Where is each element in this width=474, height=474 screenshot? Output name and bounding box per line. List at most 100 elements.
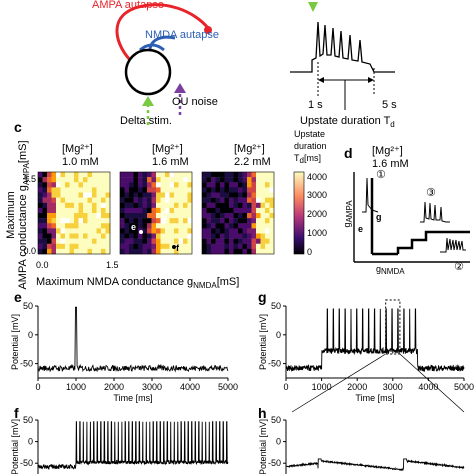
- heatmap-cell: [87, 182, 93, 188]
- heatmap-cell: [129, 223, 134, 229]
- heatmap-cell: [220, 177, 225, 183]
- heatmap-cell: [120, 228, 125, 234]
- heatmap-cell: [165, 192, 170, 198]
- heatmap-cell: [215, 182, 221, 188]
- heatmap-cell: [38, 238, 43, 244]
- heatmap-cell: [47, 197, 52, 203]
- heatmap-cell: [129, 177, 134, 183]
- heatmap-cell: [160, 213, 166, 219]
- trace-x-tick-label: 1000: [66, 382, 86, 392]
- heatmap-cell: [165, 182, 170, 188]
- heatmap-cell: [256, 172, 261, 178]
- zoom-line-left: [291, 353, 386, 413]
- membrane-potential-trace: [37, 421, 229, 470]
- heatmap-cell: [247, 207, 252, 214]
- heatmap-cell: [74, 177, 79, 183]
- heatmap-cell: [169, 233, 175, 239]
- heatmap-cell: [69, 177, 75, 183]
- heatmap-cell: [138, 213, 143, 219]
- heatmap-cell: [92, 233, 97, 239]
- heatmap-cell: [138, 207, 143, 214]
- heatmap-cell: [147, 223, 152, 229]
- heatmap-cell: [133, 187, 139, 193]
- heatmap-cell: [206, 238, 212, 244]
- heatmap-cell: [206, 213, 212, 219]
- ytick-top: 1.5: [23, 174, 36, 184]
- heatmap-cell: [233, 187, 239, 193]
- heatmap-cell: [178, 213, 184, 219]
- heatmap-cell: [69, 228, 75, 234]
- heatmap-cell: [47, 213, 52, 219]
- heatmap-cell: [269, 172, 275, 178]
- heatmap-cell: [260, 213, 266, 219]
- heatmap-cell: [138, 172, 143, 178]
- heatmap-cell: [96, 228, 102, 234]
- trace-x-tick-label: 4000: [418, 382, 438, 392]
- heatmap-cell: [242, 177, 248, 183]
- heatmap-cell: [129, 233, 134, 239]
- trace-x-tick-label: 3000: [383, 382, 403, 392]
- heatmap-cell: [256, 248, 261, 255]
- heatmap-cell: [251, 207, 257, 214]
- heatmap-cell: [229, 182, 234, 188]
- heatmap-cell: [202, 187, 207, 193]
- heatmap-cell: [238, 202, 243, 209]
- heatmap-cell: [206, 192, 212, 198]
- heatmap-cell: [229, 202, 234, 209]
- heatmap-cell: [47, 182, 52, 188]
- heatmap-cell: [69, 202, 75, 209]
- heatmap-cell: [147, 218, 152, 224]
- heatmap-cell: [233, 197, 239, 203]
- heatmap-cell: [160, 202, 166, 209]
- heatmap-cell: [211, 207, 216, 214]
- heatmap-cell: [187, 202, 193, 209]
- heatmap-cell: [96, 248, 102, 255]
- heatmap-cell: [147, 238, 152, 244]
- heatmap-cell: [265, 182, 270, 188]
- heatmap-cell: [183, 177, 188, 183]
- heatmap-cell: [78, 202, 84, 209]
- heatmap-cell: [92, 207, 97, 214]
- heatmap-cell: [129, 243, 134, 250]
- heatmap-cell: [69, 182, 75, 188]
- heatmap-cell: [174, 243, 179, 250]
- heatmap-cell: [183, 223, 188, 229]
- heatmap-cell: [96, 238, 102, 244]
- heatmap-cell: [124, 213, 130, 219]
- heatmap-cell: [251, 192, 257, 198]
- d-label-g: g: [376, 212, 382, 222]
- heatmap-cell: [220, 207, 225, 214]
- heatmap-cell: [147, 197, 152, 203]
- heatmap-cell: [256, 177, 261, 183]
- heatmap-cell: [69, 213, 75, 219]
- heatmap-cell: [260, 233, 266, 239]
- conc-label-2: [Mg²⁺]: [152, 143, 183, 155]
- heatmap-cell: [165, 223, 170, 229]
- heatmap-cell: [147, 213, 152, 219]
- heatmap-cell: [224, 223, 230, 229]
- heatmap-cell: [133, 182, 139, 188]
- marker-f-dot: [172, 245, 176, 249]
- heatmap-cell: [147, 182, 152, 188]
- heatmap-cell: [233, 207, 239, 214]
- heatmap-cell: [133, 243, 139, 250]
- heatmap-cell: [69, 192, 75, 198]
- heatmap-cell: [224, 207, 230, 214]
- heatmap-cell: [156, 177, 161, 183]
- heatmap-cell: [269, 192, 275, 198]
- heatmap-cell: [169, 213, 175, 219]
- heatmap-cell: [269, 243, 275, 250]
- heatmap-cell: [178, 248, 184, 255]
- panel-a-schematic: AMPA autapse NMDA autapse OU noise Delta…: [92, 0, 219, 127]
- ou-noise-label: OU noise: [172, 96, 218, 108]
- heatmap-cell: [165, 197, 170, 203]
- heatmap-cell: [138, 233, 143, 239]
- heatmap-cell: [96, 243, 102, 250]
- heatmap-cell: [211, 213, 216, 219]
- heatmap-cell: [87, 192, 93, 198]
- heatmap-cell: [178, 182, 184, 188]
- heatmap-cell: [206, 248, 212, 255]
- conc-val-1: 1.0 mM: [62, 156, 99, 168]
- heatmap-cell: [187, 187, 193, 193]
- heatmap-cell: [101, 243, 106, 250]
